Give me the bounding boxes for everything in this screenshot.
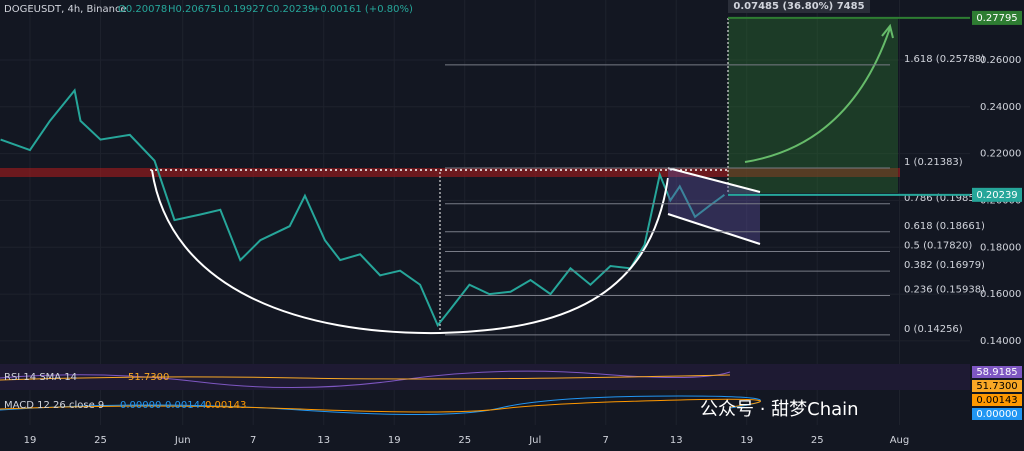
fib-label: 0.236 (0.15938): [904, 285, 985, 296]
watermark: 公众号 · 甜梦Chain: [700, 399, 859, 420]
ohlc-close: C0.20239: [266, 4, 314, 15]
x-tick-label: 7: [603, 435, 609, 446]
cup-curve: [151, 169, 669, 335]
x-tick-label: 7: [250, 435, 256, 446]
fib-label: 0.5 (0.17820): [904, 240, 972, 251]
y-tick-label: 0.18000: [980, 242, 1021, 253]
macd-tag: [972, 394, 1022, 406]
rsi-tag: [972, 380, 1022, 392]
macd-title: MACD 12 26 close 9: [4, 400, 104, 411]
fib-label: 0.786 (0.19858): [904, 193, 985, 204]
y-tick-label: 0.22000: [980, 149, 1021, 160]
x-tick-label: 13: [670, 435, 683, 446]
x-tick-label: 19: [740, 435, 753, 446]
rsi-value: 51.7300: [128, 372, 169, 383]
y-tick-label: 0.26000: [980, 55, 1021, 66]
price-tag-label: 0.27795: [976, 13, 1017, 24]
measure-label: 0.07485 (36.80%) 7485: [733, 1, 864, 12]
rsi-line: [0, 370, 731, 389]
macd-value: 0.00000: [120, 400, 161, 411]
target-arrow: [744, 27, 891, 163]
fib-label: 1.618 (0.25788): [904, 54, 985, 65]
rsi-tag-label: 51.7300: [976, 381, 1017, 392]
x-tick-label: Aug: [890, 435, 910, 446]
macd-tag-label: 0.00143: [976, 395, 1017, 406]
price-tag: [972, 10, 1022, 25]
ohlc-low: L0.19927: [218, 4, 265, 15]
arrow-head: [881, 23, 894, 39]
macd-value: 0.00144: [165, 400, 206, 411]
macd-value: 0.00143: [205, 400, 246, 411]
fib-label: 0 (0.14256): [904, 324, 963, 335]
price-tag-label: 0.20239: [976, 190, 1017, 201]
ohlc-high: H0.20675: [168, 4, 217, 15]
resistance-zone: [0, 168, 900, 177]
y-tick-label: 0.16000: [980, 289, 1021, 300]
rsi-tag: [972, 366, 1022, 378]
macd-tag: [972, 408, 1022, 420]
x-tick-label: 25: [94, 435, 107, 446]
fib-label: 0.382 (0.16979): [904, 260, 985, 271]
x-tick-label: 19: [24, 435, 37, 446]
macd-tag-label: 0.00000: [976, 409, 1017, 420]
x-tick-label: 25: [458, 435, 471, 446]
macd-signal: [0, 398, 761, 413]
fib-label: 0.618 (0.18661): [904, 221, 985, 232]
ohlc-change: +0.00161 (+0.80%): [312, 4, 413, 15]
y-tick-label: 0.24000: [980, 102, 1021, 113]
price-tag: [972, 187, 1022, 202]
x-tick-label: 13: [317, 435, 330, 446]
x-tick-label: Jul: [528, 435, 541, 446]
x-tick-label: 19: [388, 435, 401, 446]
rsi-sma: [0, 374, 731, 381]
rsi-title: RSI 14 SMA 14: [4, 372, 77, 383]
ohlc-open: O0.20078: [118, 4, 167, 15]
flag-top: [667, 167, 761, 193]
fib-label: 1 (0.21383): [904, 157, 963, 168]
target-box: [728, 18, 898, 193]
rsi-tag-label: 58.9185: [976, 367, 1017, 378]
x-tick-label: 25: [811, 435, 824, 446]
x-tick-label: Jun: [174, 435, 191, 446]
flag-bottom: [667, 213, 761, 245]
measure-box: [728, 0, 870, 13]
price-line: [0, 88, 726, 328]
symbol: DOGEUSDT, 4h, Binance: [4, 4, 127, 15]
y-tick-label: 0.14000: [980, 336, 1021, 347]
